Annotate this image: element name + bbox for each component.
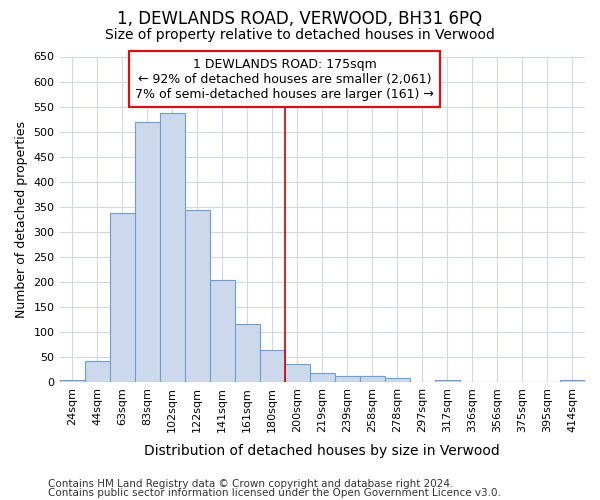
- Bar: [285, 364, 310, 382]
- Bar: [160, 113, 185, 382]
- Text: 1 DEWLANDS ROAD: 175sqm
← 92% of detached houses are smaller (2,061)
7% of semi-: 1 DEWLANDS ROAD: 175sqm ← 92% of detache…: [136, 58, 434, 100]
- Text: Contains HM Land Registry data © Crown copyright and database right 2024.: Contains HM Land Registry data © Crown c…: [48, 479, 454, 489]
- X-axis label: Distribution of detached houses by size in Verwood: Distribution of detached houses by size …: [145, 444, 500, 458]
- Text: 1, DEWLANDS ROAD, VERWOOD, BH31 6PQ: 1, DEWLANDS ROAD, VERWOOD, BH31 6PQ: [118, 10, 482, 28]
- Y-axis label: Number of detached properties: Number of detached properties: [15, 121, 28, 318]
- Bar: [360, 376, 385, 382]
- Bar: [310, 374, 335, 382]
- Bar: [110, 213, 134, 382]
- Bar: [209, 280, 235, 382]
- Bar: [435, 380, 460, 382]
- Bar: [260, 350, 285, 382]
- Bar: [385, 378, 410, 382]
- Text: Size of property relative to detached houses in Verwood: Size of property relative to detached ho…: [105, 28, 495, 42]
- Bar: [235, 324, 260, 382]
- Bar: [85, 362, 110, 382]
- Bar: [185, 210, 209, 382]
- Text: Contains public sector information licensed under the Open Government Licence v3: Contains public sector information licen…: [48, 488, 501, 498]
- Bar: [560, 380, 585, 382]
- Bar: [59, 380, 85, 382]
- Bar: [134, 122, 160, 382]
- Bar: [335, 376, 360, 382]
